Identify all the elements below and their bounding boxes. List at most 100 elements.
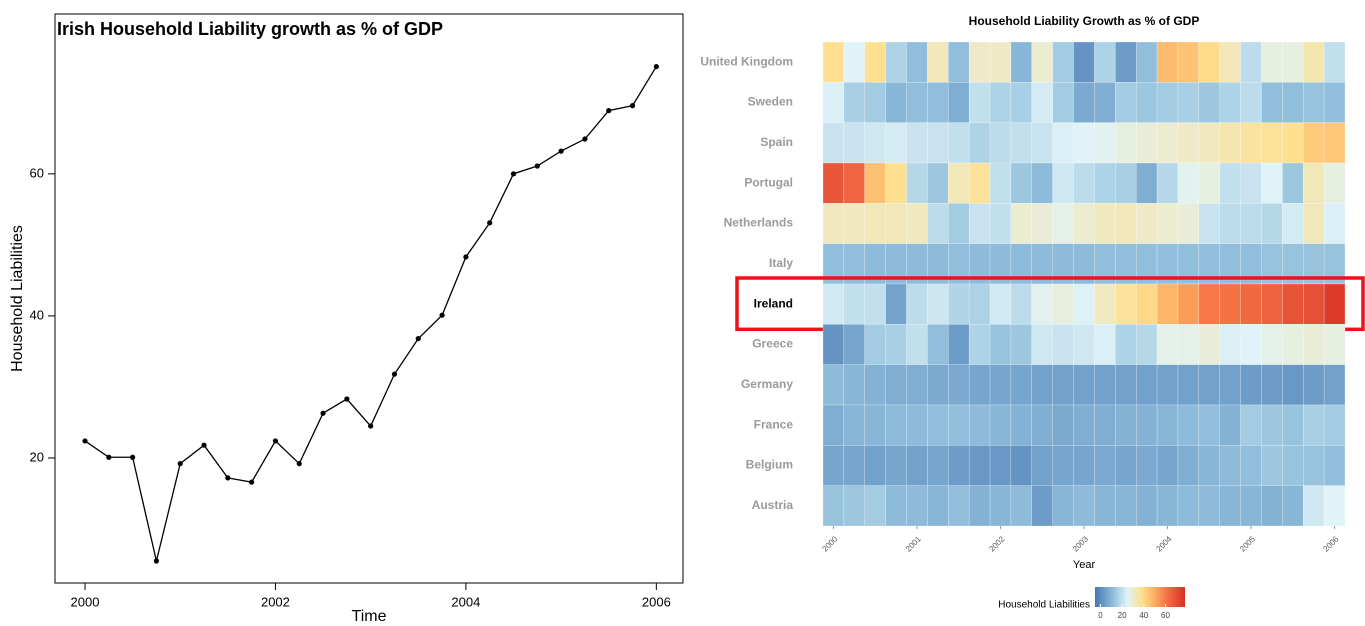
- row-label: France: [754, 417, 794, 431]
- heatmap-cell: [1219, 364, 1241, 406]
- heatmap-cell: [1198, 445, 1220, 486]
- heatmap-cell: [1052, 445, 1074, 486]
- heatmap-cell: [1303, 82, 1325, 123]
- heatmap-cell: [885, 324, 907, 365]
- heatmap-cell: [1282, 82, 1304, 123]
- heatmap-cell: [1282, 364, 1304, 406]
- heatmap-cell: [1240, 122, 1262, 164]
- heatmap-cell: [1094, 82, 1116, 123]
- heatmap-cell: [1115, 162, 1137, 204]
- heatmap-cell: [1094, 283, 1116, 325]
- heatmap-cell: [1323, 364, 1346, 406]
- heatmap-cell: [948, 283, 970, 325]
- heatmap-cell: [948, 122, 970, 164]
- heatmap-cell: [906, 82, 928, 123]
- x-tick-label: 2006: [1322, 534, 1341, 553]
- heatmap-cell: [1135, 485, 1158, 527]
- heatmap-cell: [1303, 203, 1325, 244]
- heatmap-cell: [1177, 445, 1200, 486]
- x-tick-label: 2004: [1154, 534, 1173, 553]
- heatmap-cell: [1156, 485, 1179, 527]
- heatmap-cell: [1031, 485, 1053, 527]
- heatmap-cell: [822, 485, 845, 527]
- heatmap-cell: [1240, 203, 1262, 244]
- heatmap-cell: [1052, 82, 1074, 123]
- heatmap-cell: [1282, 445, 1304, 486]
- heatmap-cell: [1219, 485, 1241, 527]
- heatmap-cell: [1094, 404, 1116, 446]
- heatmap-cell: [989, 122, 1012, 164]
- heatmap-cell: [906, 445, 928, 486]
- heatmap-cell: [948, 203, 970, 244]
- heatmap-cell: [843, 364, 865, 406]
- heatmap-cell: [1323, 41, 1346, 83]
- data-line: [84, 66, 657, 562]
- heatmap-cell: [1177, 41, 1200, 83]
- heatmap-cell: [1052, 203, 1074, 244]
- data-point: [558, 148, 564, 154]
- data-point: [225, 475, 231, 481]
- heatmap-cell: [1094, 122, 1116, 164]
- x-tick-label: 2006: [642, 594, 671, 609]
- heatmap-cell: [927, 364, 949, 406]
- heatmap-cell: [1261, 41, 1283, 83]
- heatmap-cell: [864, 162, 886, 204]
- heatmap-cell: [1198, 203, 1220, 244]
- heatmap-cell: [1303, 364, 1325, 406]
- heatmap-cell: [1073, 364, 1095, 406]
- heatmap-cell: [1240, 283, 1262, 325]
- heatmap-cell: [843, 122, 865, 164]
- heatmap-cell: [1010, 324, 1032, 365]
- heatmap-cell: [968, 445, 991, 486]
- heatmap-cell: [885, 485, 907, 527]
- heatmap-cell: [1323, 485, 1346, 527]
- heatmap-cell: [927, 324, 949, 365]
- heatmap-cell: [1177, 283, 1200, 325]
- row-label: Portugal: [744, 175, 793, 189]
- heatmap-cell: [822, 283, 845, 325]
- row-label: United Kingdom: [700, 54, 793, 68]
- heatmap-cell: [989, 203, 1012, 244]
- heatmap-cell: [1177, 162, 1200, 204]
- heatmap-cell: [822, 203, 845, 244]
- heatmap-cell: [864, 485, 886, 527]
- heatmap-cell: [927, 162, 949, 204]
- heatmap-cell: [885, 41, 907, 83]
- heatmap-cell: [1052, 162, 1074, 204]
- heatmap-cell: [906, 203, 928, 244]
- heatmap-cell: [1010, 404, 1032, 446]
- x-tick-label: 2001: [904, 534, 923, 553]
- data-point: [344, 396, 350, 402]
- heatmap-cell: [1094, 324, 1116, 365]
- chart-title: Irish Household Liability growth as % of…: [57, 19, 443, 39]
- heatmap-cell: [1010, 41, 1032, 83]
- data-point: [153, 558, 160, 564]
- heatmap-cell: [1219, 404, 1241, 446]
- heatmap-cell: [1073, 485, 1095, 527]
- heatmap-cell: [906, 324, 928, 365]
- heatmap-cell: [1219, 82, 1241, 123]
- heatmap-cell: [1073, 41, 1095, 83]
- plot-frame: [54, 13, 684, 584]
- heatmap-cell: [1115, 324, 1137, 365]
- data-point: [106, 454, 112, 460]
- heatmap-cell: [968, 283, 991, 325]
- heatmap-cell: [927, 404, 949, 446]
- heatmap-cell: [1031, 122, 1053, 164]
- heatmap-cell: [1031, 324, 1053, 365]
- heatmap-cell: [1323, 324, 1346, 365]
- heatmap-cell: [1073, 445, 1095, 486]
- x-tick-label: 2002: [987, 534, 1006, 553]
- heatmap-cell: [1198, 404, 1220, 446]
- heatmap-cell: [885, 82, 907, 123]
- heatmap-cell: [843, 41, 865, 83]
- heatmap-cell: [1010, 82, 1032, 123]
- heatmap-cell: [1115, 122, 1137, 164]
- heatmap-cell: [1261, 324, 1283, 365]
- heatmap-cell: [1261, 485, 1283, 527]
- heatmap-cell: [927, 445, 949, 486]
- row-label: Netherlands: [724, 216, 794, 230]
- heatmap-cell: [906, 283, 928, 325]
- heatmap-cell: [864, 283, 886, 325]
- heatmap-cell: [989, 41, 1012, 83]
